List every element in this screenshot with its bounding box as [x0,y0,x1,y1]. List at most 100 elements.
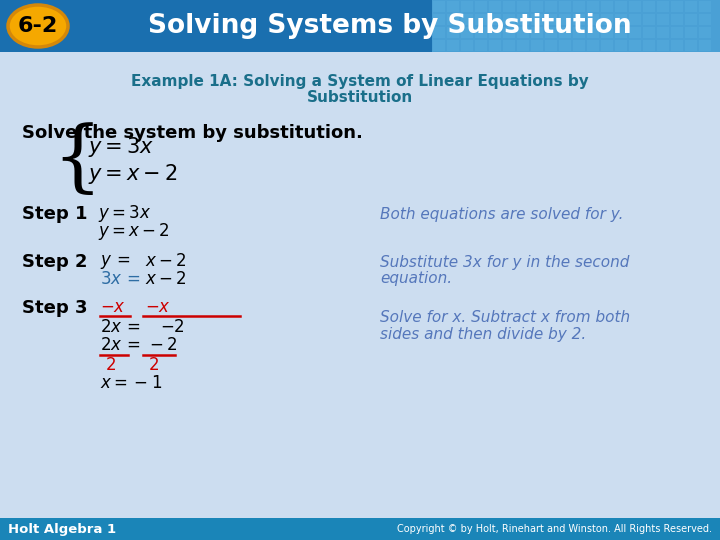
Bar [559,1,571,12]
Bar [587,1,599,12]
Text: $2$: $2$ [105,357,116,375]
Bar [629,14,641,25]
Text: Substitute 3x for y in the second: Substitute 3x for y in the second [380,254,629,269]
Bar [461,14,473,25]
Bar [601,27,613,38]
Text: $x - 2$: $x - 2$ [145,272,186,288]
Text: Step 2: Step 2 [22,253,88,271]
Bar [573,27,585,38]
Bar [601,14,613,25]
Bar [461,27,473,38]
Bar [657,27,669,38]
Bar [685,1,697,12]
Bar [447,40,459,51]
Bar [671,40,683,51]
Bar [671,14,683,25]
Bar [685,14,697,25]
Bar [475,40,487,51]
Text: $y\,=$: $y\,=$ [100,253,130,271]
Text: $x = -1$: $x = -1$ [100,375,162,393]
Bar [615,40,627,51]
Text: $y = x - 2$: $y = x - 2$ [88,162,178,186]
Text: $2x\,=\,-2$: $2x\,=\,-2$ [100,338,178,354]
Text: $-x$: $-x$ [145,300,171,316]
Bar [699,1,711,12]
Bar [629,27,641,38]
Text: $x - 2$: $x - 2$ [145,253,186,271]
Bar [601,1,613,12]
Bar [643,1,655,12]
Bar [531,40,543,51]
Bar [0,518,720,540]
Text: $2x\,=$: $2x\,=$ [100,320,140,336]
Bar [531,1,543,12]
Bar [503,40,515,51]
Bar [699,27,711,38]
Bar [643,40,655,51]
Bar [573,1,585,12]
Text: Solving Systems by Substitution: Solving Systems by Substitution [148,13,632,39]
Text: Solve the system by substitution.: Solve the system by substitution. [22,124,363,142]
Bar [489,40,501,51]
Bar [433,27,445,38]
Bar [559,14,571,25]
Bar [545,40,557,51]
Bar [545,27,557,38]
Bar [657,40,669,51]
Bar [503,1,515,12]
Bar [447,14,459,25]
Bar [517,14,529,25]
Bar [671,27,683,38]
Bar [531,27,543,38]
Text: $2$: $2$ [148,357,159,375]
Text: $y = x - 2$: $y = x - 2$ [98,221,170,242]
Bar [573,40,585,51]
Bar [699,40,711,51]
Text: Both equations are solved for y.: Both equations are solved for y. [380,206,624,221]
Text: Example 1A: Solving a System of Linear Equations by: Example 1A: Solving a System of Linear E… [131,74,589,89]
Bar [657,14,669,25]
Bar [629,1,641,12]
Bar [433,14,445,25]
Text: $-x$: $-x$ [100,300,126,316]
Bar [517,1,529,12]
Bar [587,14,599,25]
Bar [503,27,515,38]
Bar [685,40,697,51]
Bar [643,14,655,25]
Bar [545,14,557,25]
Text: $y = 3x$: $y = 3x$ [98,204,151,225]
Bar [489,1,501,12]
Bar [699,14,711,25]
Text: Step 3: Step 3 [22,299,88,317]
Bar [447,27,459,38]
Bar [0,0,432,52]
Bar [559,40,571,51]
Bar [615,1,627,12]
Bar [657,1,669,12]
Bar [447,1,459,12]
Bar [503,14,515,25]
Bar [433,40,445,51]
Bar [461,40,473,51]
Bar [489,27,501,38]
Bar [615,27,627,38]
Bar [643,27,655,38]
Ellipse shape [8,5,68,47]
Bar [587,40,599,51]
Text: {: { [52,122,102,198]
Bar [615,14,627,25]
Text: $y = 3x$: $y = 3x$ [88,135,154,159]
Bar [475,27,487,38]
Bar [601,40,613,51]
Text: Step 1: Step 1 [22,205,88,223]
Bar [461,1,473,12]
Text: Copyright © by Holt, Rinehart and Winston. All Rights Reserved.: Copyright © by Holt, Rinehart and Winsto… [397,524,712,534]
Text: sides and then divide by 2.: sides and then divide by 2. [380,327,586,341]
Bar [531,14,543,25]
Text: $-2$: $-2$ [160,320,185,336]
Bar [671,1,683,12]
Text: equation.: equation. [380,271,452,286]
Bar [475,1,487,12]
Bar [517,40,529,51]
